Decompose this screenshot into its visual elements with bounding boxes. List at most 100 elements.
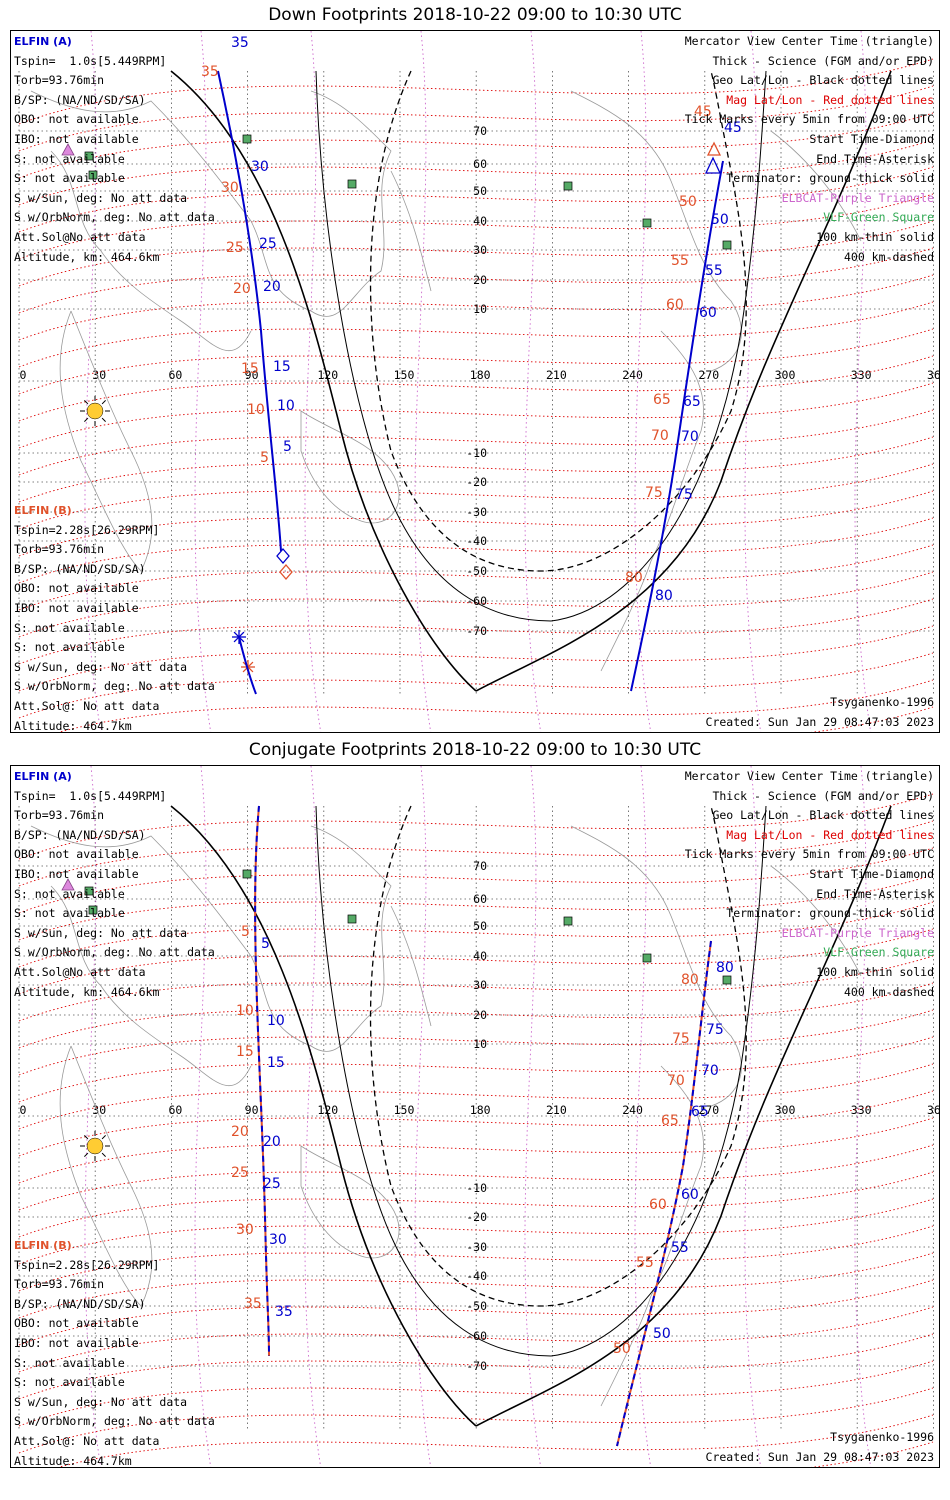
lon-label: 150	[394, 368, 415, 382]
info-line: S: not available	[14, 171, 125, 186]
elfin-b-header: ELFIN (B)	[14, 504, 72, 517]
tick-time-label: 55	[705, 263, 723, 279]
legend-item: 400 km-dashed	[843, 984, 934, 999]
lon-label: 330	[851, 1103, 872, 1117]
tick-time-label: 10	[236, 1003, 254, 1019]
tick-time-label: 65	[653, 392, 671, 408]
info-line: Torb=93.76min	[14, 73, 105, 88]
tick-time-label: 20	[263, 279, 281, 295]
mag-lat-line	[18, 1144, 934, 1211]
legend-item: ELBCAT-Purple Triangle	[781, 925, 934, 940]
tick-time-label: 20	[231, 1124, 249, 1140]
tick-time-label: 60	[649, 1197, 667, 1213]
mag-lon-line	[634, 31, 652, 732]
info-line: OBO: not available	[14, 581, 139, 596]
tick-time-label: 5	[283, 439, 292, 455]
coastline	[30, 825, 392, 1052]
geo-grid: 0 30 60 90 120 150 180 210 240 270 300 330 360 70 60 50…	[18, 806, 939, 1429]
mag-lat-line	[18, 982, 934, 1049]
tick-time-label: 30	[251, 159, 269, 175]
mag-lat-line	[18, 328, 934, 395]
legend-item: Geo Lat/Lon - Black dotted lines	[712, 73, 934, 88]
legend-item: Mercator View Center Time (triangle)	[684, 34, 934, 48]
mag-lat-line	[18, 1279, 934, 1346]
elfin-a-track	[616, 940, 712, 1447]
tick-time-label: 30	[236, 1222, 254, 1238]
lat-label: -30	[466, 1240, 487, 1254]
coastline	[59, 310, 153, 572]
info-line: OBO: not available	[14, 847, 139, 862]
tick-time-label: 75	[645, 485, 663, 501]
view-center-triangle	[706, 141, 722, 156]
info-line: Altitude: 464.7km	[14, 1453, 132, 1468]
vlf-green-square	[722, 240, 732, 250]
terminator-ground-thick	[170, 70, 477, 692]
mag-grid	[18, 766, 934, 1467]
lon-label: 0	[20, 1103, 27, 1117]
elfin-a-info: ELFIN (A) Tspin= 1.0s[5.449RPM] Torb=93.76…	[14, 32, 215, 267]
model-label: Tsyganenko-1996	[830, 695, 934, 709]
legend-item: 100 km-thin solid	[816, 229, 934, 244]
info-line: Altitude, km: 464.6km	[14, 984, 160, 999]
map-panel-down: 0 30 60 90 120 150 180 210 240 270 300 330 360 70 60 50…	[10, 30, 940, 733]
tick-time-label: 10	[267, 1013, 285, 1029]
info-line: Torb=93.76min	[14, 542, 105, 557]
mag-lat-line	[18, 436, 934, 503]
legend-item: 400 km-dashed	[843, 249, 934, 264]
lat-label: -50	[466, 1299, 487, 1313]
mag-lat-line	[18, 1252, 934, 1319]
terminator-400km-dashed	[369, 70, 747, 572]
tick-time-label: 25	[231, 1165, 249, 1181]
view-center-triangle	[704, 156, 722, 174]
info-line: S w/OrbNorm, deg: No att data	[14, 210, 215, 225]
elfin-a-track	[238, 636, 257, 695]
mag-lat-line	[18, 166, 934, 233]
model-label: Tsyganenko-1996	[830, 1430, 934, 1444]
lat-label: 20	[473, 273, 487, 287]
coastline	[770, 865, 862, 977]
map-svg: 0 30 60 90 120 150 180 210 240 270 300 330 360 70 60 50…	[18, 31, 939, 732]
tick-time-label: 50	[711, 212, 729, 228]
lat-label: -40	[466, 534, 487, 548]
legend-item: End Time-Asterisk	[816, 151, 934, 166]
legend-item: Tick Marks every 5min from 09:00 UTC	[684, 112, 934, 127]
mag-lat-line	[18, 1063, 934, 1130]
mag-lat-line	[18, 1036, 934, 1103]
lon-label: 210	[546, 368, 567, 382]
sun-icon	[80, 396, 110, 426]
mag-lat-line	[18, 1117, 934, 1184]
coastline	[770, 130, 862, 242]
tick-time-label: 80	[625, 570, 643, 586]
vlf-green-square	[642, 218, 652, 228]
tick-time-label: 30	[221, 180, 239, 196]
info-line: S: not available	[14, 640, 125, 655]
mag-lat-line	[18, 139, 934, 206]
terminator	[170, 805, 892, 1427]
coastline	[570, 825, 742, 1107]
tick-time-label: 20	[263, 1134, 281, 1150]
lon-label: 270	[698, 1103, 719, 1117]
vlf-green-square	[242, 134, 252, 144]
tick-time-label: 50	[679, 194, 697, 210]
tick-time-label: 30	[269, 1232, 287, 1248]
tspin-line: Tspin= 1.0s[5.449RPM]	[14, 53, 167, 68]
lon-label: 300	[775, 368, 796, 382]
mag-lat-line	[18, 517, 934, 584]
mag-lat-line	[18, 625, 934, 692]
lon-label: 270	[698, 368, 719, 382]
tick-time-label: 60	[681, 1187, 699, 1203]
mag-lat-line	[18, 274, 934, 341]
tick-time-label: 45	[724, 120, 742, 136]
lat-label: -60	[466, 1329, 487, 1343]
legend-item: Start Time-Diamond	[809, 866, 934, 881]
info-line: S: not available	[14, 1355, 125, 1370]
tick-time-label: 50	[653, 1326, 671, 1342]
geo-grid: 0 30 60 90 120 150 180 210 240 270 300 330 360 70 60 50…	[18, 71, 939, 694]
tick-time-label: 65	[683, 394, 701, 410]
coastlines	[30, 90, 862, 672]
lat-label: -40	[466, 1269, 487, 1283]
elfin-b-track	[254, 805, 270, 1357]
mag-lat-line	[18, 793, 934, 860]
legend-item: End Time-Asterisk	[816, 886, 934, 901]
lon-label: 90	[245, 368, 259, 382]
